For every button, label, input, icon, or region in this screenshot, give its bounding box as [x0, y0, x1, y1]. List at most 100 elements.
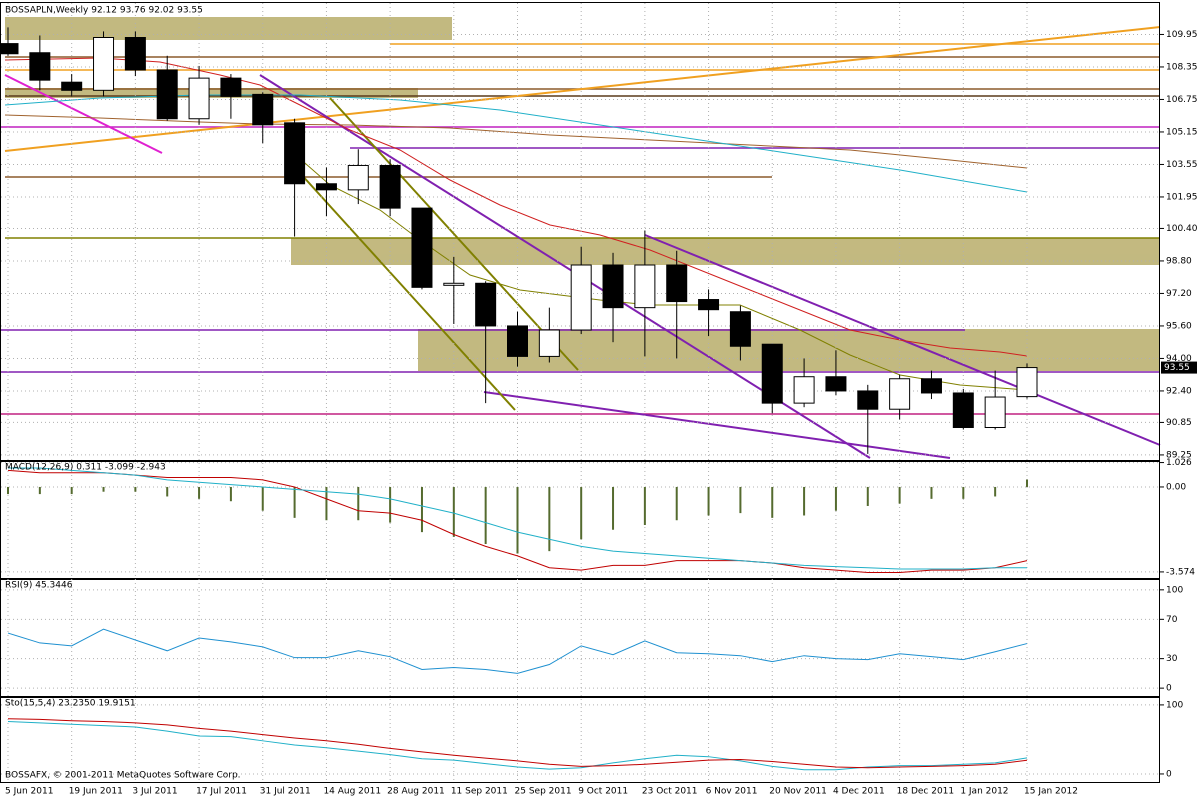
y-tick-label: 90.85 — [1166, 418, 1192, 428]
y-tick-label: 94.00 — [1166, 354, 1192, 364]
last-price-label: 93.55 — [1164, 363, 1190, 373]
histogram-bar — [7, 486, 9, 495]
histogram-bar — [548, 486, 551, 552]
histogram-bar — [1026, 479, 1028, 487]
histogram-bar — [707, 486, 710, 516]
candle-body — [156, 69, 178, 120]
indicator-line — [7, 718, 1028, 769]
y-tick-label: 100 — [1166, 585, 1183, 595]
histogram-bar — [612, 486, 615, 530]
x-tick-label: 6 Nov 2011 — [706, 787, 758, 797]
histogram-bar — [198, 486, 201, 499]
y-tick-label: -3.574 — [1166, 567, 1195, 577]
footer-note: BOSSAFX, © 2001-2011 MetaQuotes Software… — [5, 771, 241, 781]
y-tick-label: 100 — [1166, 700, 1183, 710]
histogram-bar — [994, 486, 997, 497]
zone — [5, 17, 452, 40]
y-tick-label: 0 — [1166, 769, 1172, 779]
trend-line — [329, 97, 579, 371]
y-tick-label: 106.75 — [1166, 95, 1198, 105]
candle-body — [443, 282, 465, 286]
trend-line — [289, 161, 516, 411]
panel-frame — [0, 697, 1160, 783]
x-tick-label: 19 Jun 2011 — [69, 787, 123, 797]
zone — [5, 88, 418, 98]
candle-body — [666, 264, 688, 303]
indicator-line — [7, 469, 1028, 574]
candle-body — [920, 378, 942, 394]
histogram-bar — [102, 486, 105, 492]
histogram-bar — [675, 486, 678, 521]
panel-title: Sto(15,5,4) 23.2350 19.9151 — [5, 699, 136, 709]
x-tick-label: 14 Aug 2011 — [323, 787, 381, 797]
x-tick-label: 15 Jan 2012 — [1024, 787, 1078, 797]
y-tick-label: 97.20 — [1166, 289, 1192, 299]
candle-body — [411, 207, 433, 288]
y-tick-label: 105.15 — [1166, 127, 1198, 137]
y-tick-label: 100.40 — [1166, 224, 1198, 234]
y-tick-label: 92.40 — [1166, 386, 1192, 396]
zone — [418, 329, 1160, 371]
y-tick-label: 0 — [1166, 684, 1172, 694]
histogram-bar — [866, 486, 869, 506]
candle-body — [29, 52, 51, 81]
histogram-bar — [771, 486, 774, 518]
candle-body — [1016, 367, 1038, 398]
y-tick-label: 70 — [1166, 615, 1178, 625]
y-tick-label: 109.95 — [1166, 30, 1198, 40]
histogram-bar — [898, 486, 901, 504]
histogram-bar — [357, 486, 360, 521]
histogram-bar — [962, 486, 965, 499]
x-tick-label: 5 Jun 2011 — [5, 787, 53, 797]
x-tick-label: 9 Oct 2011 — [578, 787, 628, 797]
candle-body — [347, 164, 369, 191]
y-tick-label: 1.026 — [1166, 458, 1192, 468]
histogram-bar — [516, 486, 519, 554]
candle-body — [538, 329, 560, 357]
candle-body — [188, 77, 210, 120]
histogram-bar — [229, 486, 232, 502]
x-tick-label: 23 Oct 2011 — [642, 787, 698, 797]
histogram-bar — [389, 486, 392, 523]
candle-body — [220, 77, 242, 97]
y-tick-label: 0.00 — [1166, 482, 1186, 492]
candle-body — [252, 93, 274, 126]
indicator-line — [8, 467, 1027, 570]
histogram-bar — [930, 486, 933, 499]
histogram-bar — [739, 486, 742, 514]
candle-body — [825, 376, 847, 392]
x-tick-label: 20 Nov 2011 — [769, 787, 827, 797]
panel-frame — [0, 579, 1160, 697]
candle-body — [475, 282, 497, 327]
y-tick-label: 98.80 — [1166, 256, 1192, 266]
candle-body — [984, 396, 1006, 428]
histogram-bar — [834, 486, 837, 511]
candle-body — [698, 299, 720, 311]
candle-body — [507, 325, 528, 357]
y-tick-label: 103.55 — [1166, 160, 1198, 170]
candle-body — [857, 390, 879, 410]
x-tick-label: 1 Jan 2012 — [960, 787, 1008, 797]
candle-body — [634, 264, 656, 309]
y-tick-label: 89.25 — [1166, 450, 1192, 460]
x-tick-label: 11 Sep 2011 — [451, 787, 508, 797]
x-tick-label: 31 Jul 2011 — [260, 787, 311, 797]
x-tick-label: 17 Jul 2011 — [196, 787, 247, 797]
x-tick-label: 4 Dec 2011 — [833, 787, 885, 797]
candle-body — [93, 37, 115, 91]
histogram-bar — [38, 486, 41, 495]
panel-title: BOSSAPLN,Weekly 92.12 93.76 92.02 93.55 — [5, 6, 203, 16]
panel-title: MACD(12,26,9) 0.311 -3.099 -2.943 — [5, 463, 166, 473]
candle-body — [793, 376, 815, 404]
candle-body — [570, 264, 592, 331]
histogram-bar — [803, 486, 806, 516]
histogram-bar — [70, 486, 73, 495]
histogram-bar — [261, 486, 264, 511]
histogram-bar — [134, 486, 137, 492]
candle-body — [315, 183, 337, 191]
candle-body — [284, 122, 306, 185]
histogram-bar — [452, 486, 455, 537]
candle-body — [379, 164, 401, 209]
panel-frame — [0, 461, 1160, 579]
